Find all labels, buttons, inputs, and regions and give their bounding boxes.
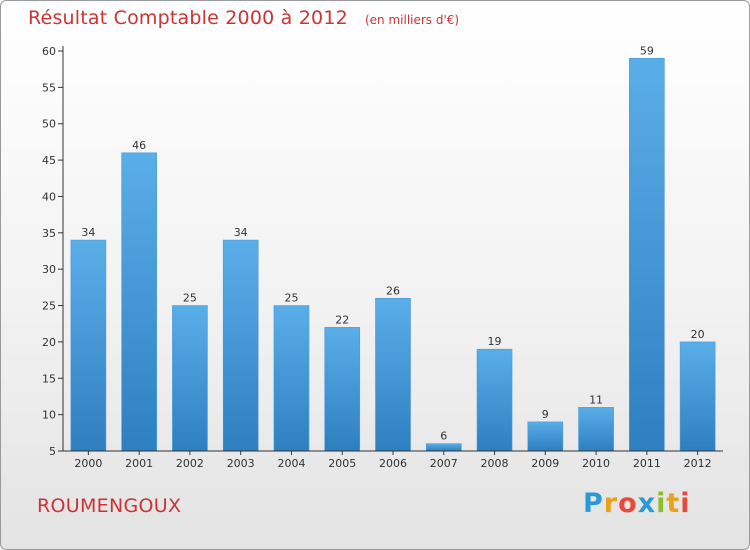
data-label-2007: 6 <box>440 430 447 443</box>
x-tick-label-2011: 2011 <box>633 457 661 470</box>
y-tick-label-40: 40 <box>42 190 56 203</box>
y-tick-label-10: 10 <box>42 409 56 422</box>
logo-letter: i <box>656 488 667 519</box>
x-tick-label-2012: 2012 <box>684 457 712 470</box>
chart-title: Résultat Comptable 2000 à 2012 <box>28 7 348 29</box>
x-tick-label-2007: 2007 <box>430 457 458 470</box>
x-tick-label-2004: 2004 <box>277 457 305 470</box>
data-label-2012: 20 <box>691 328 705 341</box>
data-label-2009: 9 <box>542 408 549 421</box>
data-label-2006: 26 <box>386 284 400 297</box>
logo-letter: t <box>666 488 681 519</box>
bar-2006 <box>375 297 411 452</box>
x-tick-label-2010: 2010 <box>582 457 610 470</box>
bar-2005 <box>324 327 361 452</box>
x-tick-label-2008: 2008 <box>481 457 509 470</box>
axis-layer: 5 10 15 20 25 30 35 40 45 50 55 60 2000 2001 2002 2003 2… <box>42 45 723 470</box>
bar-2008 <box>476 348 513 452</box>
bar-2011 <box>629 57 665 452</box>
x-tick-label-2000: 2000 <box>74 457 102 470</box>
logo-letter: i <box>680 488 691 519</box>
y-tick-label-15: 15 <box>42 372 56 385</box>
chart-title-block: Résultat Comptable 2000 à 2012 (en milli… <box>28 7 459 29</box>
data-label-2003: 34 <box>234 226 248 239</box>
logo-letter: o <box>618 488 638 519</box>
bar-2010 <box>578 407 614 452</box>
bar-2001 <box>121 152 157 452</box>
data-label-2010: 11 <box>589 393 603 406</box>
y-tick-label-45: 45 <box>42 154 56 167</box>
logo-letter: x <box>637 488 657 519</box>
commune-name: ROUMENGOUX <box>37 495 182 517</box>
y-tick-label-30: 30 <box>42 263 56 276</box>
x-tick-label-2006: 2006 <box>379 457 407 470</box>
y-tick-label-25: 25 <box>42 300 56 313</box>
logo-letter: r <box>603 488 619 519</box>
data-label-2011: 59 <box>640 44 654 57</box>
data-label-2000: 34 <box>81 226 95 239</box>
y-tick-label-35: 35 <box>42 227 56 240</box>
x-tick-label-2005: 2005 <box>328 457 356 470</box>
x-tick-label-2002: 2002 <box>176 457 204 470</box>
bar-2009 <box>527 421 564 452</box>
y-tick-label-5: 5 <box>49 445 56 458</box>
data-label-2001: 46 <box>132 139 146 152</box>
data-label-2008: 19 <box>488 335 502 348</box>
bar-2007 <box>425 443 462 452</box>
bar-2012 <box>679 341 716 452</box>
bar-2000 <box>70 239 107 452</box>
logo-letter: P <box>583 488 604 519</box>
y-tick-label-55: 55 <box>42 81 56 94</box>
bar-2002 <box>172 305 208 452</box>
bars-layer: 34 46 25 34 25 22 26 6 19 9 11 59 20 <box>70 44 716 452</box>
x-tick-label-2001: 2001 <box>125 457 153 470</box>
proxiti-logo: Proxiti <box>583 488 691 519</box>
data-label-2005: 22 <box>335 313 349 326</box>
x-tick-label-2003: 2003 <box>227 457 255 470</box>
data-label-2004: 25 <box>284 292 298 305</box>
bar-2004 <box>273 305 310 452</box>
data-label-2002: 25 <box>183 292 197 305</box>
y-tick-label-60: 60 <box>42 45 56 58</box>
chart-unit: (en milliers d'€) <box>364 13 460 27</box>
x-tick-label-2009: 2009 <box>531 457 559 470</box>
bar-2003 <box>222 239 259 452</box>
y-tick-label-20: 20 <box>42 336 56 349</box>
y-tick-label-50: 50 <box>42 118 56 131</box>
